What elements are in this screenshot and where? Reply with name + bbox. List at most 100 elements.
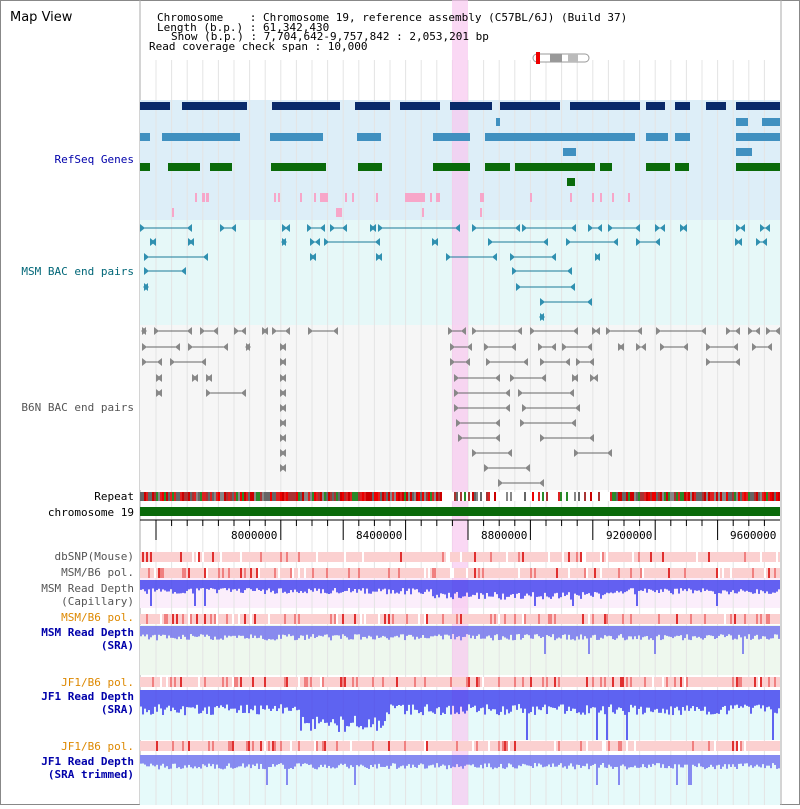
track-label-msm-b6-pol-top[interactable]: MSM/B6 pol.	[61, 566, 134, 579]
repeat-mark	[348, 492, 350, 501]
depth-bar	[196, 626, 198, 637]
pol-mark	[584, 552, 586, 562]
depth-bar	[602, 690, 604, 707]
depth-bar	[298, 626, 300, 639]
depth-bar	[638, 626, 640, 636]
pol-mark	[332, 552, 334, 562]
pink-mark	[422, 208, 424, 217]
depth-bar	[210, 755, 212, 767]
pol-mark	[770, 552, 772, 562]
pol-mark	[160, 568, 162, 578]
depth-bar	[736, 755, 738, 770]
depth-bar	[462, 580, 464, 597]
depth-bar	[440, 626, 442, 636]
track-label-b6n-bac[interactable]: B6N BAC end pairs	[21, 401, 134, 414]
pol-mark	[234, 677, 236, 687]
depth-bar	[626, 690, 628, 740]
pol-mark	[376, 741, 378, 751]
pol-mark	[618, 741, 620, 751]
pol-mark	[744, 677, 746, 687]
repeat-mark	[432, 492, 434, 501]
repeat-mark	[512, 492, 514, 501]
gene-feature	[736, 148, 752, 156]
depth-bar	[706, 755, 708, 769]
track-label-msm-depth-cap-sub: (Capillary)	[61, 595, 134, 608]
depth-bar	[502, 580, 504, 594]
pol-mark	[260, 568, 262, 578]
depth-bar	[276, 755, 278, 765]
pol-mark	[298, 677, 300, 687]
pol-mark	[260, 741, 262, 751]
track-label-msm-b6-pol[interactable]: MSM/B6 pol.	[61, 611, 134, 624]
track-label-jf1-b6-pol[interactable]: JF1/B6 pol.	[61, 676, 134, 689]
depth-bar	[528, 626, 530, 636]
pol-mark	[470, 552, 472, 562]
track-label-msm-bac[interactable]: MSM BAC end pairs	[21, 265, 134, 278]
depth-bar	[622, 626, 624, 638]
pol-mark	[200, 568, 202, 578]
pol-mark	[640, 568, 642, 578]
track-label-jf1-depth-sra[interactable]: JF1 Read Depth	[41, 690, 134, 703]
pol-mark	[262, 741, 264, 751]
pol-mark	[700, 552, 702, 562]
pol-mark	[770, 741, 772, 751]
bac-end	[565, 358, 570, 366]
pol-mark	[614, 677, 616, 687]
depth-bar	[164, 626, 166, 635]
bac-end	[682, 224, 687, 232]
depth-bar	[380, 755, 382, 767]
depth-bar	[400, 690, 402, 706]
track-label-msm-depth-sra[interactable]: MSM Read Depth	[41, 626, 134, 639]
pol-mark	[398, 677, 400, 687]
pol-mark	[242, 741, 244, 751]
depth-bar	[426, 580, 428, 590]
pol-mark	[522, 677, 524, 687]
pol-mark	[360, 741, 362, 751]
pol-mark	[666, 741, 668, 751]
depth-bar	[320, 690, 322, 722]
pol-mark	[186, 568, 188, 578]
track-label-repeat[interactable]: Repeat	[94, 490, 134, 503]
track-label-dbsnp[interactable]: dbSNP(Mouse)	[54, 550, 134, 563]
pol-mark	[626, 614, 628, 624]
repeat-mark	[520, 492, 522, 501]
pol-mark	[182, 552, 184, 562]
pol-mark	[332, 614, 334, 624]
track-label-jf1-b6-pol-2[interactable]: JF1/B6 pol.	[61, 740, 134, 753]
depth-bar	[244, 755, 246, 768]
pol-mark	[238, 741, 240, 751]
pol-mark	[140, 552, 142, 562]
pol-mark	[442, 552, 444, 562]
pol-mark	[294, 741, 296, 751]
axis-tick-label: 9200000	[606, 529, 653, 542]
pol-mark	[630, 741, 632, 751]
pol-mark	[716, 677, 718, 687]
pol-mark	[536, 552, 538, 562]
depth-bar	[382, 690, 384, 726]
repeat-mark	[694, 492, 696, 501]
depth-bar	[412, 580, 414, 589]
track-label-msm-depth-cap[interactable]: MSM Read Depth	[41, 582, 134, 595]
repeat-mark	[454, 492, 456, 501]
pol-mark	[338, 741, 340, 751]
pol-mark	[566, 552, 568, 562]
pol-mark	[312, 552, 314, 562]
track-label-jf1-depth-trim[interactable]: JF1 Read Depth	[41, 755, 134, 768]
pol-mark	[388, 741, 390, 751]
pol-mark	[726, 552, 728, 562]
repeat-mark	[308, 492, 310, 501]
pol-mark	[738, 568, 740, 578]
depth-bar	[372, 690, 374, 725]
depth-bar	[478, 755, 480, 768]
pol-mark	[374, 552, 376, 562]
repeat-mark	[186, 492, 188, 501]
gene-feature	[736, 118, 748, 126]
depth-bar	[248, 626, 250, 639]
pol-mark	[742, 568, 744, 578]
track-label-refseq[interactable]: RefSeq Genes	[54, 153, 134, 166]
depth-bar	[632, 755, 634, 768]
repeat-mark	[190, 492, 192, 501]
depth-bar	[338, 690, 340, 732]
depth-bar	[318, 626, 320, 636]
depth-bar	[424, 580, 426, 592]
